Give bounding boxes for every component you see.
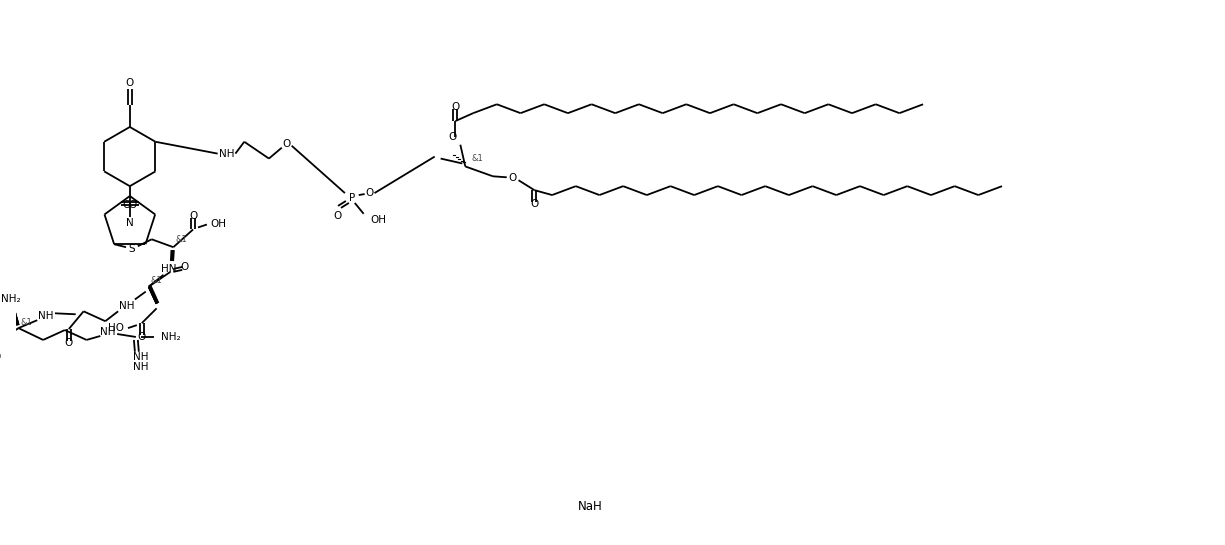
Text: NH: NH bbox=[100, 327, 116, 337]
Text: O: O bbox=[189, 210, 197, 221]
Text: O: O bbox=[180, 262, 189, 272]
Text: O: O bbox=[448, 132, 457, 142]
Text: NaH: NaH bbox=[578, 500, 603, 513]
Text: O: O bbox=[333, 211, 341, 221]
Text: N: N bbox=[126, 217, 134, 228]
Text: P: P bbox=[349, 193, 355, 203]
Text: OH: OH bbox=[211, 220, 227, 229]
Text: NH: NH bbox=[134, 352, 148, 362]
Text: &1: &1 bbox=[175, 235, 187, 244]
Text: HN: HN bbox=[160, 264, 176, 274]
Text: O: O bbox=[451, 102, 459, 112]
Text: NH: NH bbox=[219, 149, 234, 159]
Text: &1: &1 bbox=[472, 154, 483, 163]
Text: NH: NH bbox=[119, 301, 135, 311]
Text: O: O bbox=[530, 199, 539, 209]
Text: O: O bbox=[365, 188, 374, 198]
Text: O: O bbox=[126, 77, 134, 88]
Text: O: O bbox=[508, 173, 517, 183]
Text: &1: &1 bbox=[151, 276, 163, 285]
Text: S: S bbox=[129, 244, 135, 254]
Text: NH: NH bbox=[38, 311, 54, 321]
Text: O: O bbox=[129, 200, 137, 210]
Text: O: O bbox=[137, 332, 146, 342]
Text: NH: NH bbox=[134, 361, 148, 372]
Text: NH₂: NH₂ bbox=[160, 332, 180, 342]
Text: &1: &1 bbox=[21, 318, 32, 326]
Text: O: O bbox=[65, 338, 74, 348]
Text: NH₂: NH₂ bbox=[1, 294, 21, 305]
Text: O: O bbox=[122, 200, 131, 210]
Text: OH: OH bbox=[371, 215, 387, 225]
Text: O: O bbox=[283, 139, 290, 149]
Text: HO: HO bbox=[108, 323, 124, 333]
